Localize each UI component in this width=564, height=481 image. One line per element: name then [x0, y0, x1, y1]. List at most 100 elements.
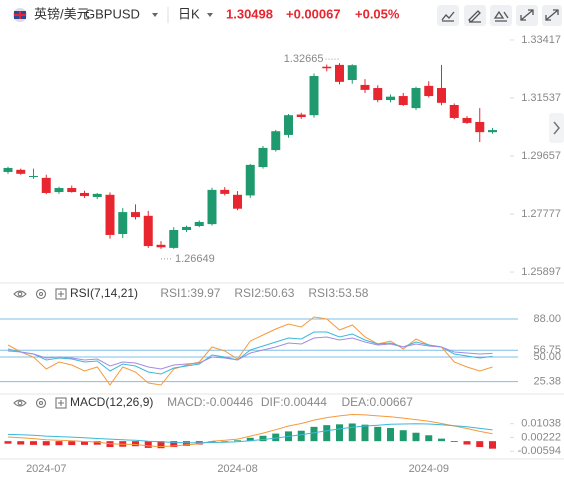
candle-body [80, 192, 89, 197]
histogram-bar [234, 440, 241, 442]
candle-body [449, 105, 459, 118]
histogram-bar [387, 428, 394, 442]
candle-body [411, 88, 421, 109]
line-series [7, 331, 493, 375]
last-price: 1.30498 [226, 6, 273, 21]
y-tick-label: 0.00222 [521, 431, 561, 443]
line-series [7, 336, 493, 370]
candle-body [207, 189, 217, 225]
y-tick-label: 1.27777 [521, 208, 561, 220]
symbol-code[interactable]: GBPUSD [85, 6, 140, 21]
histogram-bar [425, 435, 433, 442]
dropdown-arrow[interactable] [207, 13, 213, 17]
x-tick-label: 2024-07 [26, 463, 66, 475]
candle-body [475, 121, 485, 133]
histogram-bar [259, 435, 267, 442]
candle-body [258, 147, 268, 168]
histogram-bar [463, 441, 471, 445]
legend-label: RSI2:50.63 [234, 286, 294, 300]
candle-body [143, 215, 153, 247]
candle-body [322, 66, 332, 69]
histogram-bar [183, 441, 190, 446]
candle-body [373, 88, 383, 101]
legend-label: RSI3:53.58 [308, 286, 368, 300]
histogram-bar [208, 441, 216, 443]
candle-body [118, 212, 128, 235]
y-tick-label: 1.31537 [521, 92, 561, 104]
histogram-bar [81, 441, 88, 445]
histogram-bar [157, 441, 165, 449]
candle-body [29, 175, 38, 177]
macd-title: MACD(12,26,9) [70, 395, 153, 409]
legend-label: DEA:0.00667 [342, 395, 414, 409]
histogram-bar [348, 423, 356, 442]
candle-body [194, 221, 204, 226]
candle-body [54, 188, 64, 193]
candle-body [182, 226, 191, 230]
y-tick-label: -0.00594 [518, 445, 561, 457]
price-change: +0.00067 [286, 6, 341, 21]
candle-body [284, 115, 293, 135]
candle-body [335, 64, 344, 82]
candle-body [309, 75, 319, 116]
candle-body [220, 189, 230, 194]
y-tick-label: 1.33417 [521, 34, 561, 46]
line-series [7, 423, 493, 444]
dropdown-arrow[interactable] [152, 13, 158, 17]
candle-body [386, 96, 395, 101]
y-tick-label: 50.00 [533, 351, 561, 363]
candle-body [169, 230, 179, 248]
rsi-title: RSI(7,14,21) [70, 286, 138, 300]
candle-body [271, 131, 281, 151]
period[interactable]: 日K [178, 6, 200, 21]
line-series [7, 413, 493, 448]
x-tick-label: 2024-09 [409, 463, 449, 475]
candle-body [92, 193, 102, 197]
macd-panel-icons[interactable] [13, 397, 67, 409]
tool-button[interactable] [437, 5, 459, 26]
histogram-bar [297, 430, 305, 442]
candle-body [398, 96, 408, 105]
candle-body [347, 65, 357, 80]
candle-body [16, 169, 26, 174]
symbol-name[interactable]: 英镑/美元 [34, 6, 90, 21]
histogram-bar [144, 441, 152, 448]
histogram-bar [450, 441, 458, 443]
line-series [7, 316, 493, 386]
candle-body [245, 164, 255, 196]
toolbar [437, 5, 562, 26]
histogram-bar [93, 441, 101, 445]
candle-body [3, 167, 13, 172]
histogram-bar [68, 441, 76, 446]
candle-body [233, 194, 242, 209]
candle-body [488, 130, 497, 133]
candle-body [156, 244, 166, 248]
histogram-bar [272, 433, 280, 442]
histogram-bar [412, 432, 420, 442]
legend-label: RSI1:39.97 [160, 286, 220, 300]
histogram-bar [310, 426, 318, 442]
histogram-bar [476, 441, 484, 448]
histogram-bar [246, 437, 254, 442]
y-tick-label: 1.25897 [521, 266, 561, 278]
histogram-bar [132, 441, 139, 447]
histogram-bar [170, 441, 178, 448]
rsi-panel-icons[interactable] [13, 288, 67, 300]
candle-body [131, 212, 140, 218]
y-tick-label: 88.00 [533, 313, 561, 325]
histogram-bar [438, 438, 445, 442]
tool-button[interactable] [464, 5, 486, 26]
y-tick-label: 25.38 [533, 376, 561, 388]
histogram-bar [30, 441, 37, 445]
y-tick-label: 56.75 [533, 344, 561, 356]
candle-body [424, 85, 434, 97]
candle-body [360, 84, 370, 90]
annotation: 1.32665 [284, 53, 324, 65]
y-tick-label: 1.29657 [521, 150, 561, 162]
collapse-button[interactable] [549, 113, 564, 143]
y-tick-label: 0.01038 [521, 418, 561, 430]
candle-body [462, 117, 472, 123]
histogram-bar [374, 426, 382, 442]
histogram-bar [361, 424, 369, 442]
x-tick-label: 2024-08 [217, 463, 257, 475]
